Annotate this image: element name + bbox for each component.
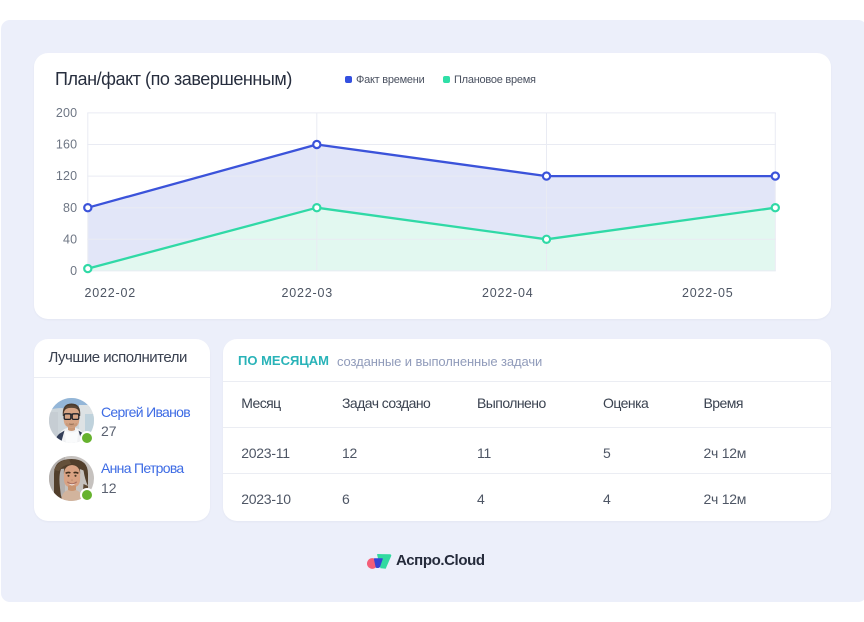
svg-text:160: 160 xyxy=(56,138,77,152)
svg-text:120: 120 xyxy=(56,169,77,183)
svg-text:2022-02: 2022-02 xyxy=(85,286,136,300)
svg-text:2022-05: 2022-05 xyxy=(682,286,733,300)
svg-text:2022-04: 2022-04 xyxy=(482,286,533,300)
svg-text:200: 200 xyxy=(56,106,77,120)
svg-text:2022-03: 2022-03 xyxy=(282,286,333,300)
svg-text:0: 0 xyxy=(70,264,77,278)
svg-text:80: 80 xyxy=(63,201,77,215)
svg-text:40: 40 xyxy=(63,232,77,246)
